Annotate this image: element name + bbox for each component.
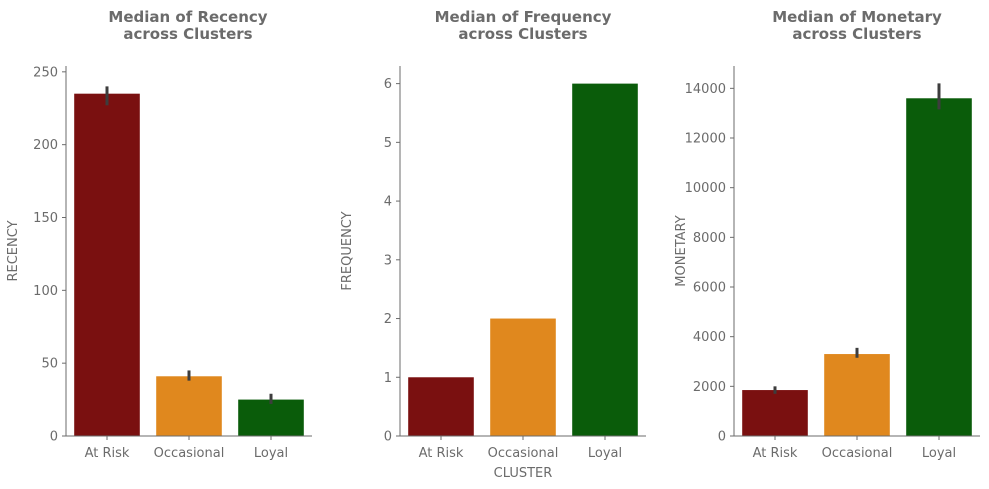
bar-at-risk	[408, 377, 474, 436]
bar-occasional	[156, 376, 222, 436]
y-tick-label: 8000	[693, 231, 726, 246]
chart-title-line: across Clusters	[458, 25, 587, 43]
y-tick-label: 0	[384, 430, 392, 445]
y-tick-label: 5	[384, 136, 392, 151]
chart-title-line: Median of Recency	[108, 8, 267, 26]
bar-at-risk	[742, 390, 808, 436]
x-tick-label-at-risk: At Risk	[753, 446, 798, 461]
x-tick-label-at-risk: At Risk	[419, 446, 464, 461]
y-tick-label: 4	[384, 195, 392, 210]
x-tick-label-loyal: Loyal	[588, 446, 622, 461]
y-tick-label: 50	[41, 357, 58, 372]
bar-loyal	[572, 83, 638, 437]
y-tick-label: 3	[384, 253, 392, 268]
chart-title: Median of Frequency across Clusters	[435, 8, 612, 43]
bar-loyal	[238, 399, 304, 436]
chart-title-line: across Clusters	[123, 25, 252, 43]
y-tick-label: 0	[50, 430, 58, 445]
x-axis-label: CLUSTER	[494, 466, 553, 481]
chart-title: Median of Monetary across Clusters	[772, 8, 942, 43]
y-tick-label: 10000	[685, 181, 726, 196]
y-tick-label: 0	[718, 430, 726, 445]
chart-title-line: Median of Frequency	[435, 8, 612, 26]
y-tick-label: 4000	[693, 330, 726, 345]
y-tick-label: 250	[33, 65, 58, 80]
bar-at-risk	[74, 93, 140, 437]
y-axis-label: FREQUENCY	[340, 211, 355, 290]
x-tick-label-at-risk: At Risk	[85, 446, 130, 461]
y-tick-label: 14000	[685, 82, 726, 97]
chart-panel-monetary: Median of Monetary across Clusters At Risk…	[674, 8, 980, 461]
y-tick-label: 100	[33, 284, 58, 299]
bar-occasional	[824, 354, 890, 436]
y-tick-label: 6	[384, 77, 392, 92]
y-tick-label: 12000	[685, 132, 726, 147]
bar-loyal	[906, 98, 972, 436]
chart-title: Median of Recency across Clusters	[108, 8, 267, 43]
chart-title-line: Median of Monetary	[772, 8, 942, 26]
chart-panel-frequency: Median of Frequency across Clusters At Ris…	[340, 8, 646, 481]
chart-title-line: across Clusters	[792, 25, 921, 43]
y-tick-label: 6000	[693, 281, 726, 296]
x-tick-label-loyal: Loyal	[254, 446, 288, 461]
y-axis-label: MONETARY	[674, 215, 689, 286]
y-tick-label: 2000	[693, 380, 726, 395]
x-tick-label-occasional: Occasional	[154, 446, 225, 461]
y-tick-label: 2	[384, 312, 392, 327]
chart-panel-recency: Median of Recency across Clusters At Risk O…	[6, 8, 312, 461]
y-tick-label: 150	[33, 211, 58, 226]
x-tick-label-occasional: Occasional	[488, 446, 559, 461]
y-axis-label: RECENCY	[6, 220, 21, 281]
x-tick-label-occasional: Occasional	[822, 446, 893, 461]
y-tick-label: 200	[33, 138, 58, 153]
y-tick-label: 1	[384, 371, 392, 386]
x-tick-label-loyal: Loyal	[922, 446, 956, 461]
bar-occasional	[490, 318, 556, 436]
